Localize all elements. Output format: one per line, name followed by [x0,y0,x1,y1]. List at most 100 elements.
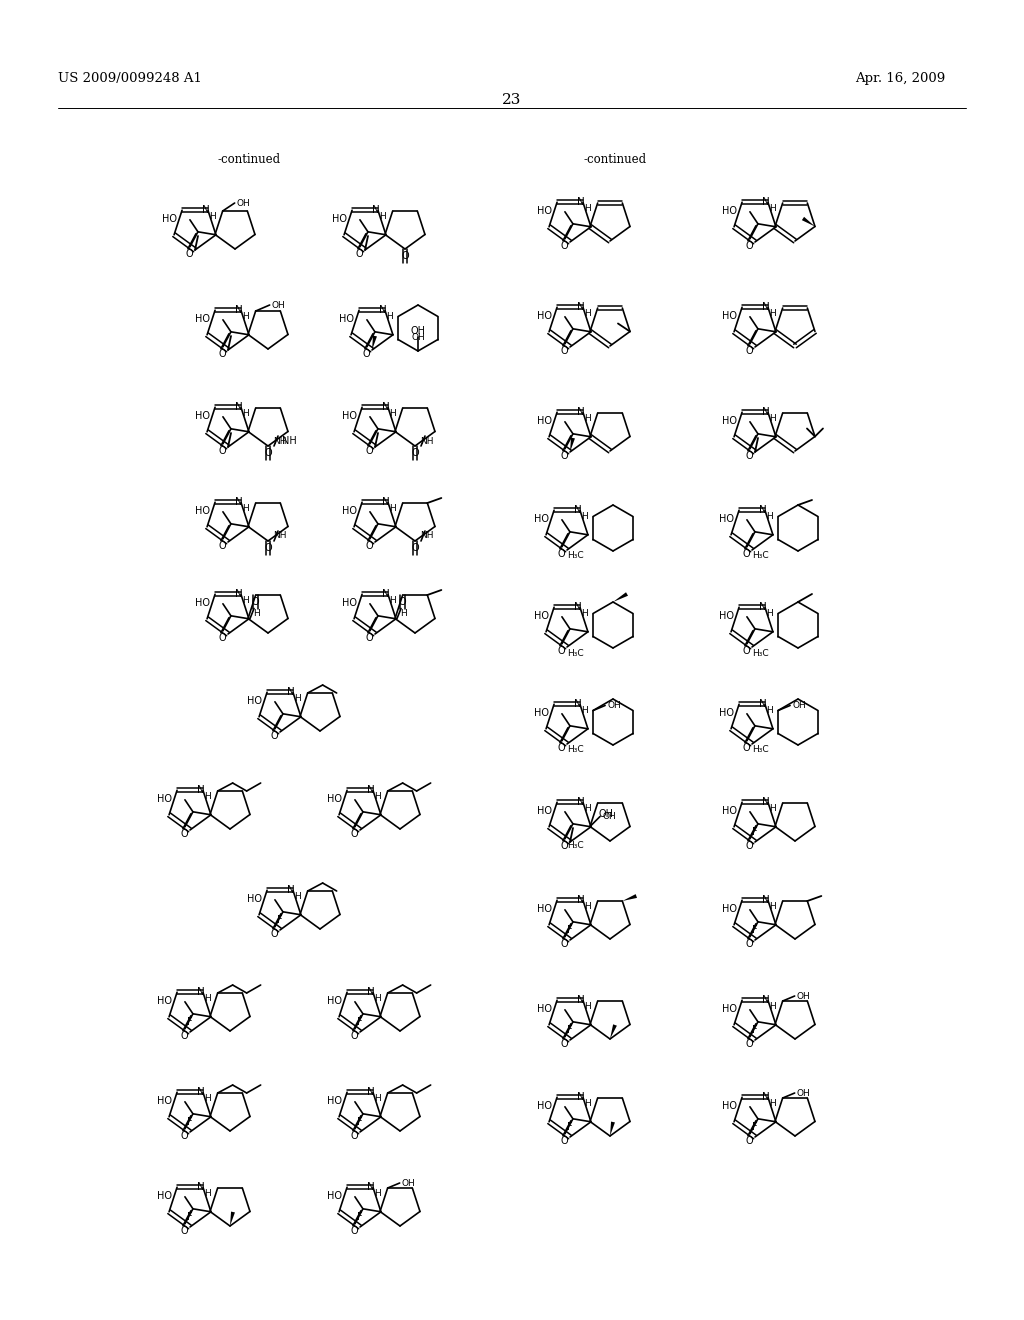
Text: H: H [375,994,381,1003]
Polygon shape [802,216,815,227]
Text: HO: HO [342,598,357,607]
Text: HO: HO [722,206,737,215]
Text: N: N [578,407,585,417]
Text: F: F [567,1026,572,1035]
Text: HO: HO [537,416,552,426]
Text: OH: OH [411,333,425,342]
Text: O: O [745,939,753,949]
Text: N: N [202,205,210,215]
Text: HO: HO [327,995,342,1006]
Text: O: O [350,1226,357,1236]
Text: HO: HO [537,310,552,321]
Text: O: O [412,543,419,553]
Polygon shape [610,1024,616,1039]
Text: F: F [357,1117,362,1127]
Text: F: F [187,1016,193,1027]
Text: O: O [745,1039,753,1049]
Text: O: O [218,446,225,455]
Text: HO: HO [157,1191,172,1201]
Text: OH: OH [598,809,613,820]
Text: O: O [185,248,193,259]
Text: OH: OH [411,326,426,337]
Text: H: H [243,504,249,512]
Text: N: N [197,1088,205,1097]
Text: O: O [557,549,564,558]
Text: F: F [357,1212,362,1222]
Text: O: O [366,446,373,455]
Text: N: N [762,797,770,808]
Text: N: N [379,305,387,315]
Text: HO: HO [534,513,549,524]
Text: HO: HO [339,314,354,323]
Text: N: N [578,797,585,808]
Text: OH: OH [237,198,251,207]
Text: OH: OH [401,1179,416,1188]
Text: O: O [742,645,750,656]
Text: H: H [585,902,591,911]
Text: OH: OH [793,701,806,710]
Text: 23: 23 [503,92,521,107]
Text: N: N [367,1088,375,1097]
Text: N: N [574,700,582,709]
Text: H: H [389,409,396,417]
Text: O: O [366,632,373,643]
Text: N: N [382,589,390,599]
Text: O: O [270,731,278,741]
Text: -continued: -continued [583,153,646,166]
Text: HO: HO [195,314,210,323]
Text: HO: HO [157,1096,172,1106]
Polygon shape [230,1212,234,1226]
Text: O: O [264,447,271,458]
Text: N: N [287,688,295,697]
Text: F: F [278,915,283,925]
Text: O: O [560,939,567,949]
Text: OH: OH [271,301,286,309]
Text: H: H [399,609,407,618]
Text: O: O [350,1031,357,1040]
Text: O: O [218,541,225,550]
Text: HO: HO [247,894,262,904]
Text: O: O [560,1039,567,1049]
Text: H: H [585,413,591,422]
Text: N: N [197,785,205,795]
Text: N: N [762,995,770,1006]
Text: Apr. 16, 2009: Apr. 16, 2009 [855,73,945,84]
Text: O: O [745,1135,753,1146]
Text: O: O [560,346,567,356]
Text: H₃C: H₃C [752,648,768,657]
Text: H: H [767,706,773,714]
Text: NH: NH [420,532,434,540]
Text: O: O [252,597,259,607]
Text: HO: HO [342,506,357,516]
Text: HO: HO [247,696,262,706]
Text: O: O [350,1131,357,1140]
Text: NH: NH [420,437,434,446]
Text: H₃C: H₃C [752,552,768,561]
Text: HO: HO [327,1096,342,1106]
Text: H: H [767,609,773,618]
Text: O: O [557,743,564,752]
Text: O: O [560,841,567,851]
Text: H₃C: H₃C [566,841,584,850]
Text: N: N [236,305,243,315]
Polygon shape [372,335,377,350]
Text: O: O [362,348,370,359]
Text: H: H [205,1094,211,1102]
Text: O: O [270,929,278,939]
Text: HO: HO [157,793,172,804]
Text: HO: HO [327,793,342,804]
Text: H: H [585,804,591,813]
Text: HO: HO [722,904,737,913]
Text: H: H [770,1098,776,1107]
Text: H: H [770,804,776,813]
Text: H: H [205,792,211,801]
Text: F: F [567,925,572,935]
Text: O: O [745,841,753,851]
Text: F: F [753,1026,758,1035]
Text: F: F [187,1212,193,1222]
Text: N: N [236,589,243,599]
Text: H: H [375,1189,381,1197]
Text: HO: HO [342,411,357,421]
Text: N: N [574,506,582,515]
Text: O: O [180,1226,187,1236]
